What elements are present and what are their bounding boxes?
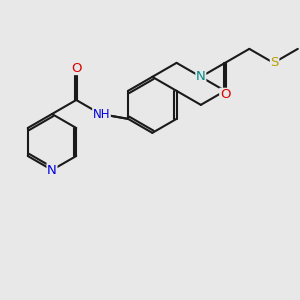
Text: S: S [270, 56, 279, 69]
Text: NH: NH [93, 109, 110, 122]
Text: N: N [196, 70, 206, 83]
Text: O: O [71, 61, 82, 74]
Text: O: O [220, 88, 230, 101]
Text: N: N [47, 164, 57, 176]
